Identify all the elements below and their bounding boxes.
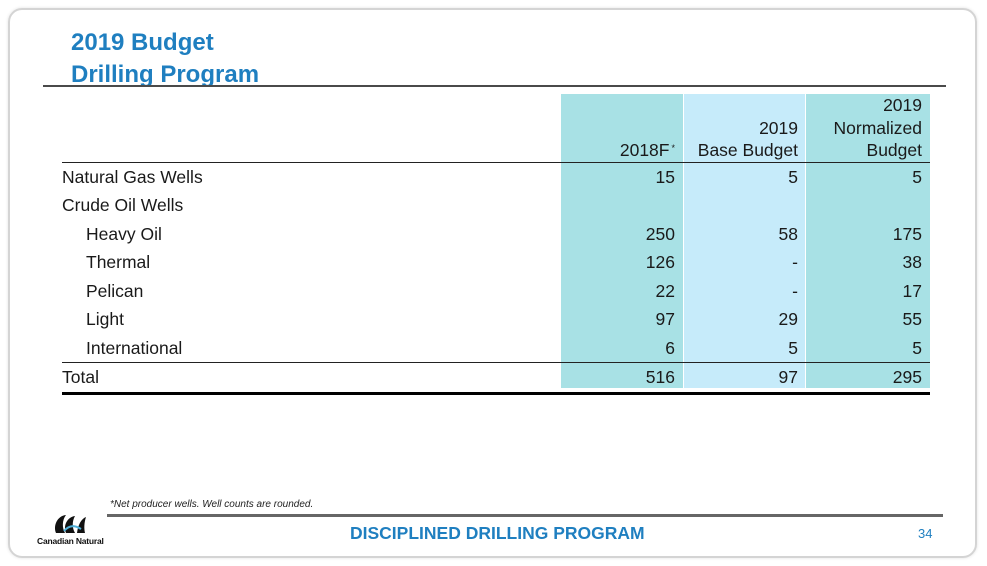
- logo-drop-icon: [55, 515, 86, 533]
- cell-base-budget: -: [792, 280, 798, 301]
- footnote-marker: *: [671, 143, 675, 153]
- cell-2018f: [561, 191, 683, 220]
- cell-base-budget: [683, 191, 806, 220]
- cell-normalized-budget: 38: [902, 252, 922, 272]
- header-label-cell: [62, 94, 561, 163]
- drilling-program-table: 2018F * 2019 Base Budget 2019 Normalized …: [62, 94, 930, 395]
- page-number: 34: [918, 526, 933, 541]
- footnote: *Net producer wells. Well counts are rou…: [110, 499, 314, 510]
- footer-title: DISCIPLINED DRILLING PROGRAM: [350, 523, 645, 543]
- cell-normalized-budget: 5: [912, 166, 922, 187]
- row-label: Crude Oil Wells: [62, 195, 184, 215]
- title-divider: [43, 85, 946, 87]
- company-logo: Canadian Natural: [37, 513, 109, 547]
- cell-base-budget: 5: [788, 166, 798, 187]
- cell-2018f: 22: [655, 280, 675, 301]
- table-row: Heavy Oil 250 58 175: [62, 220, 930, 249]
- cell-2018f: 15: [655, 166, 675, 187]
- cell-base-budget: -: [792, 252, 798, 272]
- cell-normalized-budget: 175: [892, 223, 922, 244]
- table-row: Crude Oil Wells: [62, 191, 930, 220]
- cell-2018f: 126: [645, 252, 675, 272]
- cell-2018f: 6: [665, 337, 675, 358]
- table-header-row: 2018F * 2019 Base Budget 2019 Normalized …: [62, 94, 930, 163]
- header-2018f: 2018F *: [561, 94, 683, 163]
- row-label: Heavy Oil: [86, 223, 162, 244]
- total-label: Total: [62, 362, 561, 395]
- total-2018f: 516: [561, 362, 683, 395]
- cell-normalized-budget: [806, 191, 930, 220]
- row-label: Light: [86, 309, 124, 329]
- row-label: International: [86, 337, 183, 358]
- row-label: Thermal: [86, 252, 151, 272]
- table-row: Light 97 29 55: [62, 305, 930, 334]
- cell-normalized-budget: 17: [902, 280, 922, 301]
- table-row: Thermal 126 - 38: [62, 248, 930, 277]
- title-line-1: 2019 Budget: [71, 29, 214, 56]
- cell-normalized-budget: 55: [902, 309, 922, 329]
- slide-frame: [8, 8, 977, 558]
- header-normalized-budget: 2019 Normalized Budget: [806, 94, 930, 163]
- logo-text: Canadian Natural: [37, 536, 104, 546]
- table-row: Pelican 22 - 17: [62, 277, 930, 306]
- cell-base-budget: 5: [788, 337, 798, 358]
- row-label: Natural Gas Wells: [62, 166, 203, 187]
- table-row: International 6 5 5: [62, 334, 930, 363]
- slide-title: 2019 Budget Drilling Program: [71, 27, 259, 91]
- footer-divider: [107, 514, 943, 517]
- cell-normalized-budget: 5: [912, 337, 922, 358]
- header-base-budget: 2019 Base Budget: [683, 94, 806, 163]
- table-row: Natural Gas Wells 15 5 5: [62, 162, 930, 191]
- cell-base-budget: 29: [778, 309, 798, 329]
- cell-2018f: 97: [655, 309, 675, 329]
- total-base-budget: 97: [683, 362, 806, 395]
- cell-base-budget: 58: [778, 223, 798, 244]
- title-line-2: Drilling Program: [71, 61, 260, 88]
- table-total-row: Total 516 97 295: [62, 362, 930, 395]
- cell-2018f: 250: [645, 223, 675, 244]
- total-normalized-budget: 295: [806, 362, 930, 395]
- row-label: Pelican: [86, 280, 144, 301]
